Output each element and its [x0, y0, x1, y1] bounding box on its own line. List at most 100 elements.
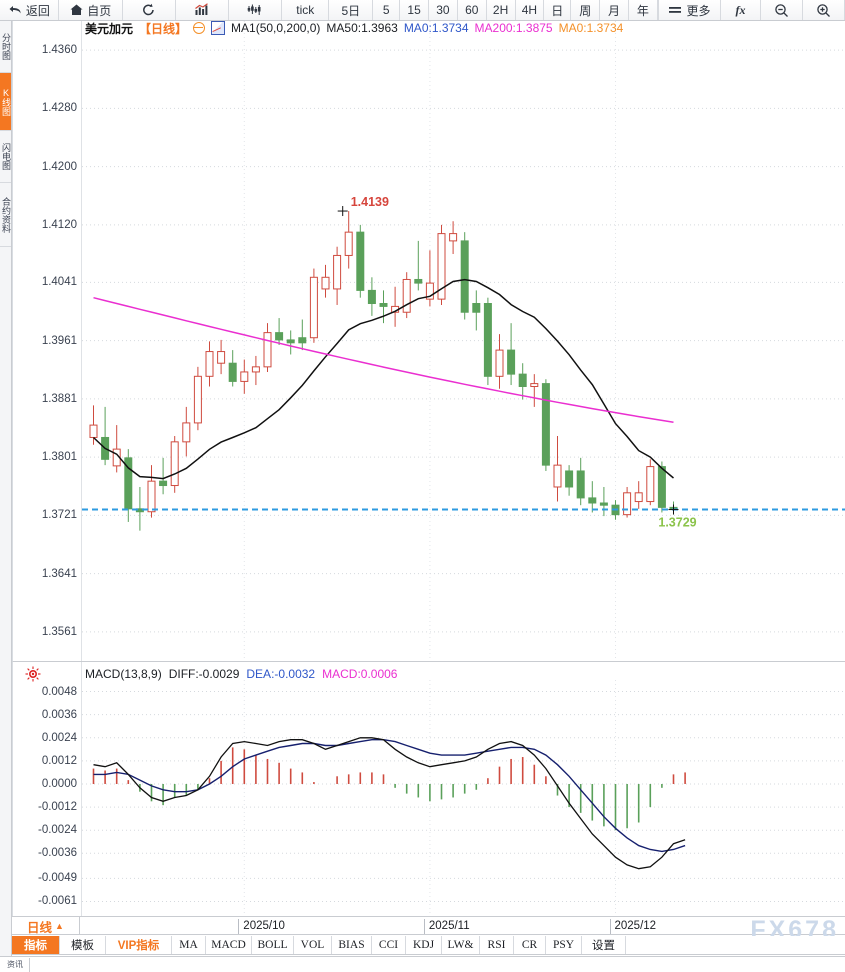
indicator-button-bias[interactable]: BIAS: [332, 936, 372, 954]
chart-type-button[interactable]: [176, 0, 229, 20]
sun-icon[interactable]: [25, 666, 41, 682]
candle-body: [205, 351, 214, 377]
period-5m[interactable]: 5: [373, 0, 401, 20]
macd-plot[interactable]: [81, 662, 845, 916]
ma200-line: [93, 296, 674, 424]
settings-circle-icon[interactable]: [193, 22, 206, 34]
period-30m[interactable]: 30: [429, 0, 458, 20]
candle-body: [437, 233, 446, 300]
bottom-stub-bar: 资讯: [0, 956, 845, 972]
period-2h[interactable]: 2H: [487, 0, 516, 20]
candle-body: [263, 332, 272, 368]
sidebar-item-2[interactable]: K线图: [0, 73, 11, 131]
price-legend: 美元加元 【日线】 MA1(50,0,200,0) MA50:1.3963 MA…: [85, 19, 623, 37]
indicator-button-kdj[interactable]: KDJ: [406, 936, 442, 954]
indicator-button-cci[interactable]: CCI: [372, 936, 406, 954]
indicator-button-label: 指标: [24, 940, 47, 952]
price-tick-label: 1.4120: [41, 218, 77, 231]
indicator-button-rsi[interactable]: RSI: [480, 936, 514, 954]
indicator-button-cr[interactable]: CR: [514, 936, 546, 954]
back-button[interactable]: 返回: [0, 0, 59, 20]
indicator-button-vol[interactable]: VOL: [294, 936, 332, 954]
indicator-button-macd[interactable]: MACD: [206, 936, 252, 954]
price-plot[interactable]: 1.4139 1.3729: [81, 21, 845, 661]
left-tab-strip: 分时图 K线图 闪电图合约资料: [0, 21, 12, 961]
price-tick-label: 1.3801: [41, 451, 77, 464]
period-60m[interactable]: 60: [458, 0, 487, 20]
candle-body: [530, 383, 539, 388]
sidebar-item-1[interactable]: 分时图: [0, 21, 11, 73]
period-month[interactable]: 月: [600, 0, 629, 20]
indicator-button-label: MA: [179, 939, 198, 951]
macd-tick-label: -0.0061: [37, 895, 77, 908]
candle-body: [599, 502, 608, 506]
home-button-label: 自页: [87, 3, 112, 18]
price-tick-label: 1.4200: [41, 160, 77, 173]
period-30m-label: 30: [436, 3, 450, 17]
price-tick-label: 1.4280: [41, 102, 77, 115]
indicator-toolbar: 指标 模板 VIP指标 MA MACD BOLL VOL BIAS CCI KDJ LW& RSI CR…: [12, 936, 845, 955]
sidebar-item-3[interactable]: 闪电图: [0, 131, 11, 183]
indicator-button-vip-[interactable]: VIP指标: [106, 936, 172, 954]
period-4h[interactable]: 4H: [516, 0, 545, 20]
stub-tab-news[interactable]: 资讯: [1, 958, 30, 972]
more-button[interactable]: 更多: [659, 0, 722, 20]
indicator-button-label: VIP指标: [117, 940, 160, 952]
period-day[interactable]: 日: [544, 0, 572, 20]
candle-type-button[interactable]: [229, 0, 283, 20]
candle-body: [623, 492, 632, 516]
svg-text:fx: fx: [736, 3, 746, 17]
indicator-button-label: LW&: [447, 939, 474, 951]
candle-body: [240, 371, 249, 382]
candle-body: [159, 480, 168, 487]
indicator-badge-icon[interactable]: [211, 21, 226, 35]
price-tick-label: 1.3721: [41, 509, 77, 522]
period-year[interactable]: 年: [629, 0, 658, 20]
period-selector-button[interactable]: 日线 ▲: [12, 917, 80, 935]
zoom-out-icon: [774, 3, 789, 17]
top-toolbar: 返回 自页 tick 5日 5 15 30 60 2H 4H 日周 月年 更多 fx: [0, 0, 845, 21]
indicator-button-boll[interactable]: BOLL: [252, 936, 294, 954]
indicator-button--[interactable]: 指标: [12, 936, 60, 954]
indicator-button-label: PSY: [552, 939, 575, 951]
zoom-out-button[interactable]: [761, 0, 804, 20]
caret-up-icon: ▲: [55, 921, 64, 931]
candle-body: [483, 303, 492, 377]
period-15m[interactable]: 15: [400, 0, 430, 20]
candle-body: [344, 231, 353, 256]
chart-bars-icon: [194, 3, 209, 17]
price-pane: 1.4360 1.4280 1.4200 1.4120 1.4041 1.3961 1.38…: [12, 21, 845, 661]
indicator-button-lw-[interactable]: LW&: [442, 936, 480, 954]
period-tick[interactable]: tick: [282, 0, 330, 20]
period-5d-label: 5日: [341, 3, 361, 18]
macd-legend: MACD(13,8,9) DIFF:-0.0029 DEA:-0.0032 MA…: [85, 666, 397, 682]
toolbar-spacer: [657, 0, 659, 20]
candle-body: [321, 276, 330, 290]
period-5d[interactable]: 5日: [329, 0, 374, 20]
sidebar-item-label: 合约资料: [1, 196, 11, 233]
candle-body: [286, 339, 295, 344]
candle-body: [251, 366, 260, 373]
home-button[interactable]: 自页: [59, 0, 123, 20]
date-tick-label: 2025/10: [238, 919, 285, 934]
sidebar-item-4[interactable]: 合约资料: [0, 183, 11, 247]
fx-button[interactable]: fx: [721, 0, 762, 20]
period-selector-label: 日线: [27, 920, 53, 935]
candle-body: [379, 303, 388, 307]
zoom-in-button[interactable]: [803, 0, 845, 20]
period-week-label: 周: [579, 3, 592, 18]
indicator-button-ma[interactable]: MA: [172, 936, 206, 954]
ma0-value-a: MA0:1.3734: [403, 21, 469, 35]
period-week[interactable]: 周: [571, 0, 601, 20]
indicator-button--[interactable]: 设置: [582, 936, 626, 954]
period-high-label: 1.4139: [351, 195, 389, 209]
candle-body: [553, 464, 562, 488]
indicator-button-psy[interactable]: PSY: [546, 936, 582, 954]
macd-tick-label: 0.0036: [41, 708, 77, 721]
indicator-button--[interactable]: 模板: [60, 936, 106, 954]
hamburger-icon: [668, 3, 683, 17]
candle-body: [657, 466, 666, 508]
macd-tick-label: -0.0024: [37, 824, 77, 837]
refresh-button[interactable]: [123, 0, 176, 20]
period-4h-label: 4H: [521, 3, 538, 17]
